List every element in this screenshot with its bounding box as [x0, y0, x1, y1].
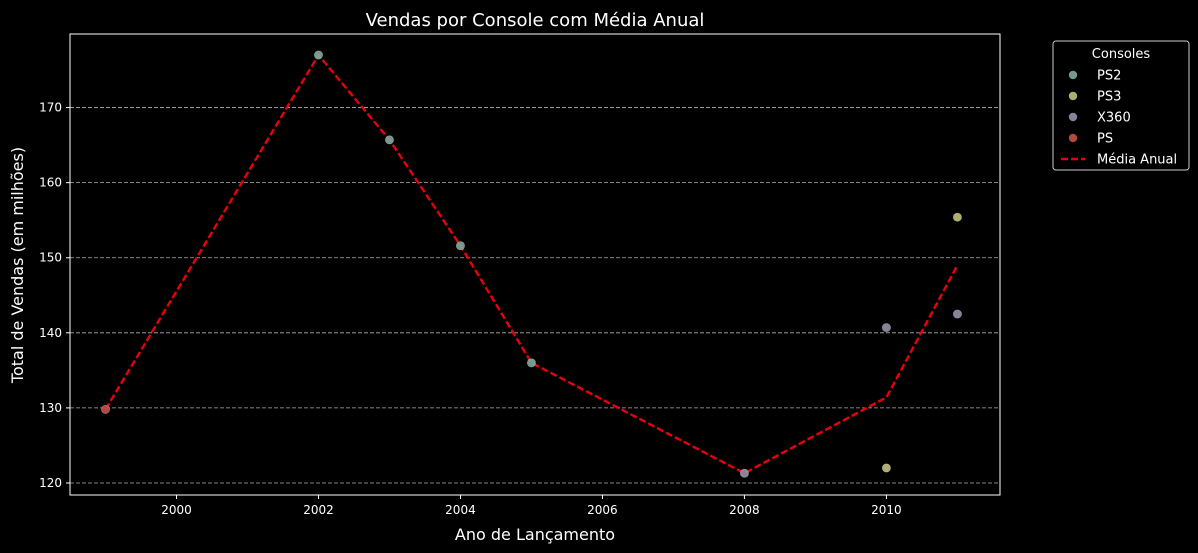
legend: Consoles PS2 PS3 X360 PS Média Anual	[1052, 40, 1190, 171]
x-tick-label: 2006	[587, 503, 618, 517]
legend-label-average: Média Anual	[1097, 153, 1177, 168]
y-tick-label: 130	[39, 401, 62, 415]
scatter-point-ps2	[455, 241, 465, 251]
y-tick-label: 140	[39, 326, 62, 340]
scatter-point-x360	[881, 323, 891, 333]
legend-box	[1052, 40, 1190, 171]
legend-marker-x360	[1068, 112, 1078, 122]
legend-marker-ps2	[1068, 70, 1078, 80]
scatter-point-ps	[100, 404, 110, 414]
x-tick-label: 2000	[161, 503, 192, 517]
y-tick-label: 160	[39, 176, 62, 190]
scatter-point-ps2	[384, 135, 394, 145]
legend-label-x360: X360	[1097, 111, 1131, 126]
x-tick-label: 2002	[303, 503, 334, 517]
average-line-layer	[104, 53, 959, 475]
plot-frame	[69, 33, 1001, 496]
legend-label-ps3: PS3	[1097, 90, 1121, 105]
average-line	[104, 53, 959, 475]
axes	[69, 33, 1001, 496]
legend-label-ps2: PS2	[1097, 69, 1121, 84]
scatter-point-ps3	[952, 212, 962, 222]
y-tick-label: 120	[39, 476, 62, 490]
legend-title: Consoles	[1092, 47, 1151, 62]
scatter-point-ps2	[526, 358, 536, 368]
legend-marker-ps3	[1068, 91, 1078, 101]
scatter-point-ps3	[881, 463, 891, 473]
chart-title: Vendas por Console com Média Anual	[366, 10, 705, 31]
x-tick-label: 2010	[871, 503, 902, 517]
scatter-point-x360	[952, 309, 962, 319]
x-axis-label: Ano de Lançamento	[455, 525, 615, 544]
x-tick-label: 2004	[445, 503, 476, 517]
y-tick-label: 150	[39, 251, 62, 265]
axis-ticks: 2000 2002 2004 2006 2008 2010 120 130 140 150 160 1…	[39, 101, 902, 517]
grid-lines	[70, 107, 1000, 484]
scatter-point-x360	[739, 468, 749, 478]
y-axis-label: Total de Vendas (em milhões)	[8, 147, 27, 384]
scatter-point-ps2	[313, 50, 323, 60]
y-tick-label: 170	[39, 101, 62, 115]
scatter-points-layer	[100, 50, 962, 478]
legend-marker-ps	[1068, 133, 1078, 143]
legend-label-ps: PS	[1097, 132, 1113, 147]
x-tick-label: 2008	[729, 503, 760, 517]
